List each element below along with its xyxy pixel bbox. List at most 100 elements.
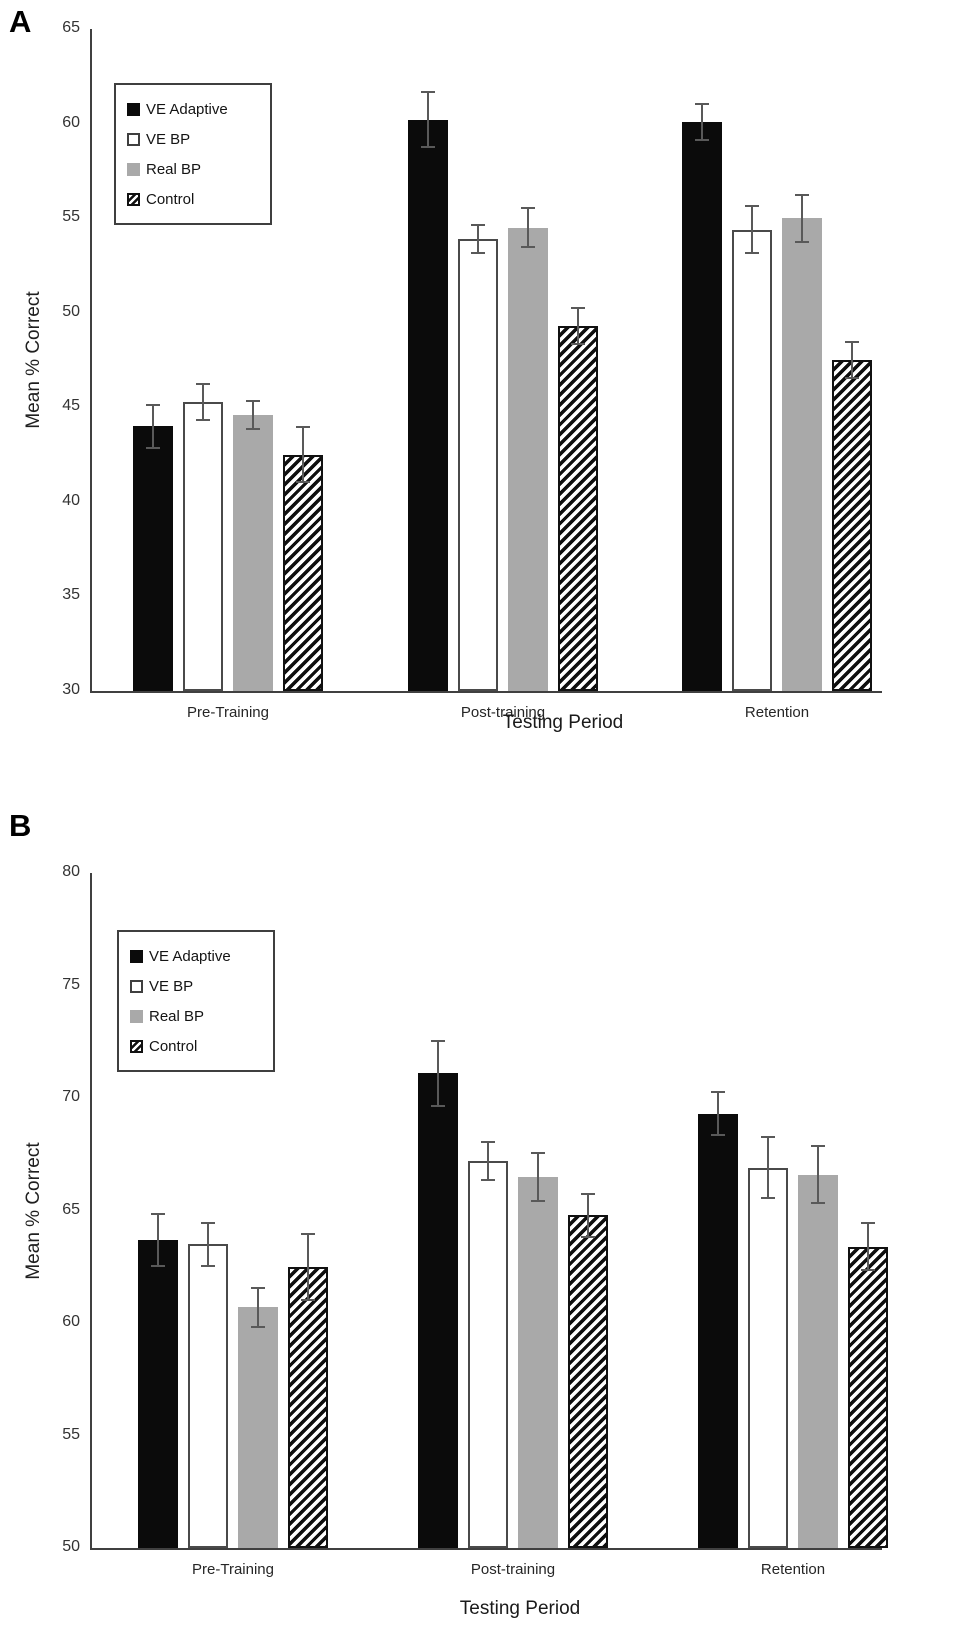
bar-slot	[508, 29, 548, 691]
error-bar	[795, 193, 809, 243]
y-tick-label: 60	[62, 113, 80, 131]
legend-label: Real BP	[149, 1007, 205, 1025]
legend-item-ve-bp: VE BP	[127, 124, 270, 154]
error-bar	[471, 223, 485, 255]
legend-item-real-bp: Real BP	[130, 1001, 273, 1031]
y-axis-title-b: Mean % Correct	[23, 1142, 44, 1280]
error-bar	[521, 206, 535, 249]
bar-slot	[558, 29, 598, 691]
error-bar	[481, 1140, 495, 1182]
legend-swatch-white-icon	[127, 132, 140, 146]
bar-group-post-training	[418, 873, 608, 1548]
error-bar	[251, 1287, 265, 1328]
error-bar	[581, 1192, 595, 1238]
bar-real-bp	[782, 218, 822, 691]
panel-b: B Mean % Correct VE Adaptive VE BP Real …	[0, 760, 960, 1635]
error-bar	[196, 382, 210, 421]
bar-slot	[682, 29, 722, 691]
bar-ve-adaptive	[133, 426, 173, 691]
bar-slot	[832, 29, 872, 691]
x-category-label: Post-training	[470, 1561, 556, 1578]
legend-item-control: Control	[130, 1031, 273, 1061]
y-tick-label: 30	[62, 681, 80, 699]
error-bar	[201, 1221, 215, 1267]
legend-label: VE BP	[146, 130, 191, 148]
error-bar	[571, 307, 585, 345]
bar-slot	[288, 873, 328, 1548]
error-bar	[711, 1091, 725, 1137]
bar-ve-adaptive	[408, 119, 448, 691]
legend-swatch-hatch-icon	[130, 1039, 143, 1053]
bar-slot	[748, 873, 788, 1548]
y-tick-label: 65	[62, 19, 80, 37]
y-tick-label: 80	[62, 863, 80, 881]
bar-ve-adaptive	[138, 1239, 178, 1548]
bar-control	[288, 1266, 328, 1548]
error-bar	[745, 204, 759, 255]
legend-item-ve-adaptive: VE Adaptive	[127, 94, 270, 124]
bar-slot	[283, 29, 323, 691]
legend-swatch-gray-icon	[130, 1009, 143, 1023]
bar-group-pre-training	[138, 873, 328, 1548]
bar-slot	[418, 873, 458, 1548]
legend-item-ve-adaptive: VE Adaptive	[130, 941, 273, 971]
legend-swatch-black-icon	[127, 102, 140, 116]
panel-a: A Mean % Correct VE Adaptive VE BP Real …	[0, 0, 960, 760]
bar-control	[558, 325, 598, 691]
bar-slot	[698, 873, 738, 1548]
bar-slot	[238, 873, 278, 1548]
y-tick-label: 50	[62, 302, 80, 320]
bar-control	[848, 1246, 888, 1548]
bar-slot	[138, 873, 178, 1548]
plot-area-b: Mean % Correct VE Adaptive VE BP Real BP…	[23, 863, 888, 1578]
panel-a-letter: A	[9, 4, 32, 39]
bar-slot	[518, 873, 558, 1548]
legend-item-real-bp: Real BP	[127, 154, 270, 184]
x-category-label: Retention	[744, 704, 810, 721]
legend-swatch-hatch-icon	[127, 192, 140, 206]
error-bar	[151, 1212, 165, 1267]
error-bar	[431, 1039, 445, 1107]
bar-slot	[468, 873, 508, 1548]
bar-slot	[183, 29, 223, 691]
bar-group-post-training	[408, 29, 598, 691]
error-bar	[421, 91, 435, 149]
bar-ve-bp	[748, 1167, 788, 1548]
bar-ve-bp	[458, 238, 498, 691]
error-bar	[531, 1152, 545, 1202]
bar-ve-bp	[732, 229, 772, 691]
legend-label: Control	[149, 1037, 198, 1055]
y-tick-label: 35	[62, 586, 80, 604]
bar-group-retention	[682, 29, 872, 691]
bar-control	[568, 1215, 608, 1548]
error-bar	[861, 1221, 875, 1272]
bar-real-bp	[233, 414, 273, 691]
x-category-label: Retention	[760, 1561, 826, 1578]
bar-slot	[732, 29, 772, 691]
bar-ve-bp	[468, 1161, 508, 1548]
bar-ve-bp	[183, 401, 223, 691]
error-bar	[296, 426, 310, 483]
legend-swatch-white-icon	[130, 979, 143, 993]
bar-ve-adaptive	[682, 121, 722, 691]
y-tick-label: 50	[62, 1538, 80, 1556]
x-category-label: Pre-Training	[187, 704, 269, 721]
y-tick-label: 55	[62, 1425, 80, 1443]
x-axis-title-a: Testing Period	[502, 712, 624, 733]
y-tick-label: 55	[62, 208, 80, 226]
x-axis-title-b: Testing Period	[459, 1598, 581, 1619]
plot-area-a: Mean % Correct VE Adaptive VE BP Real BP…	[23, 19, 882, 721]
legend-swatch-gray-icon	[127, 162, 140, 176]
bar-real-bp	[518, 1176, 558, 1548]
error-bar	[695, 102, 709, 141]
bar-real-bp	[238, 1307, 278, 1548]
bar-slot	[782, 29, 822, 691]
error-bar	[301, 1233, 315, 1301]
x-category-label: Post-training	[460, 704, 546, 721]
error-bar	[146, 403, 160, 450]
bar-group-retention	[698, 873, 888, 1548]
legend-swatch-black-icon	[130, 949, 143, 963]
legend-b: VE Adaptive VE BP Real BP Control	[117, 930, 275, 1072]
bar-real-bp	[508, 227, 548, 691]
